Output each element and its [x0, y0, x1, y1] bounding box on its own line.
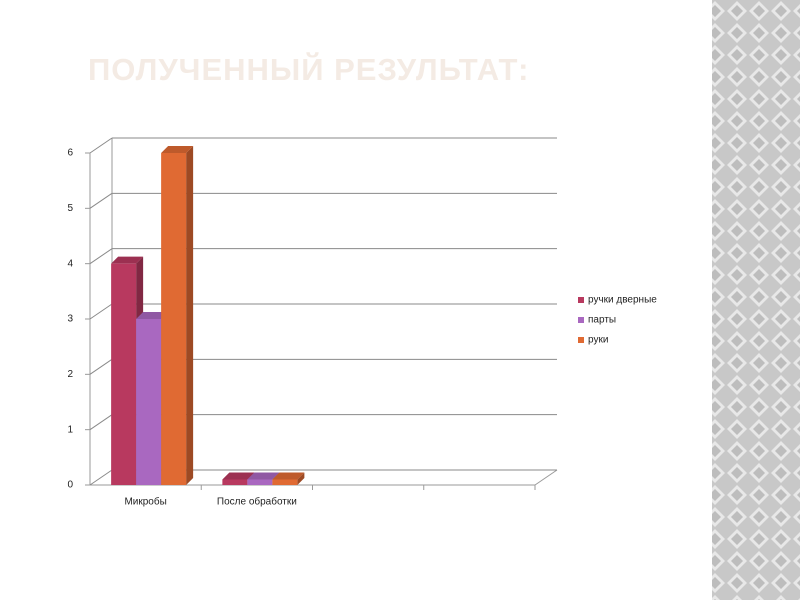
bar-front [111, 263, 137, 485]
bar-front [247, 479, 273, 485]
grid-line [89, 248, 113, 265]
legend-label: руки [588, 335, 608, 346]
bar-top [136, 312, 169, 319]
axis-line [534, 469, 558, 486]
bar [272, 472, 305, 485]
bar-side [186, 146, 194, 485]
grid-line [89, 303, 113, 320]
legend-swatch [578, 297, 584, 303]
bar-front [136, 319, 162, 485]
y-tick-label: 1 [67, 424, 73, 435]
x-tick-label: Микробы [124, 496, 166, 508]
decor-strip [712, 0, 800, 600]
bar-front [161, 153, 187, 485]
bar-top [111, 256, 144, 264]
y-tick-label: 2 [67, 369, 73, 380]
bar-top [247, 472, 280, 480]
slide-title: ПОЛУЧЕННЫЙ РЕЗУЛЬТАТ: [88, 51, 529, 87]
bar [161, 146, 194, 485]
legend-label: парты [588, 315, 616, 326]
bar-top [272, 472, 305, 480]
bar-front [222, 479, 248, 485]
grid-line [89, 469, 113, 486]
y-tick-label: 0 [67, 480, 73, 491]
grid-line [89, 358, 113, 375]
y-tick-label: 4 [67, 258, 73, 269]
bar-side [297, 472, 305, 485]
legend-label: ручки дверные [588, 295, 657, 306]
legend-swatch [578, 337, 584, 343]
grid-line [89, 192, 113, 209]
bar-top [222, 472, 255, 480]
bar-front [272, 479, 298, 485]
legend-swatch [578, 317, 584, 323]
y-tick-label: 6 [67, 148, 73, 159]
bar-top [161, 146, 194, 153]
y-tick-label: 3 [67, 314, 73, 325]
y-tick-label: 5 [67, 203, 73, 214]
chart: 0 1 2 3 4 5 6 Микробы После обработки ручки дверн… [67, 137, 657, 508]
grid-line [89, 414, 113, 431]
x-tick-label: После обработки [217, 496, 297, 508]
grid-line [89, 137, 113, 154]
